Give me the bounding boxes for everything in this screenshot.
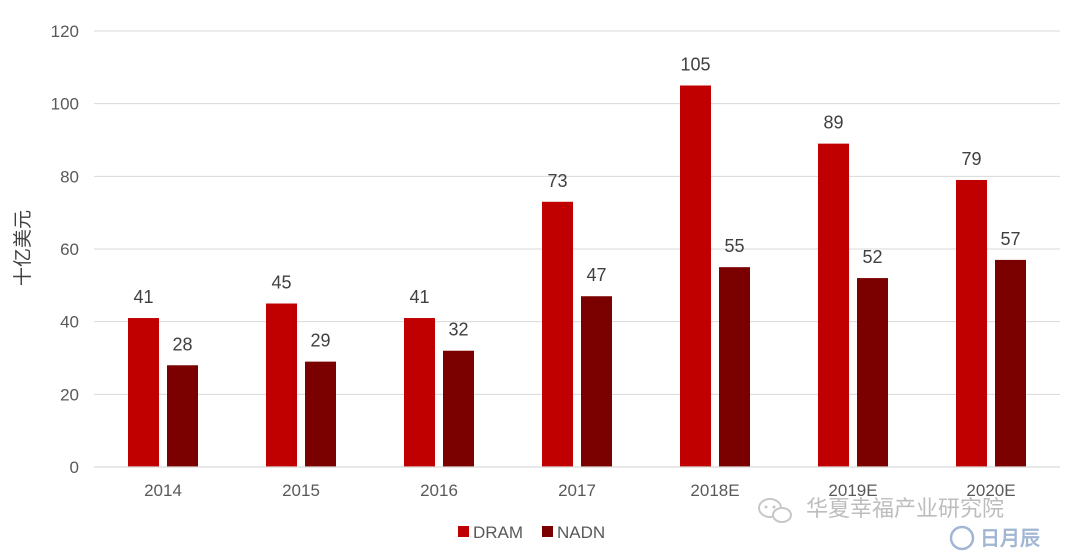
bar-dram-2018e xyxy=(680,85,711,467)
data-label: 47 xyxy=(586,265,606,285)
y-tick-label: 20 xyxy=(60,385,79,404)
x-tick-label: 2014 xyxy=(144,481,182,500)
bar-dram-2014 xyxy=(128,318,159,467)
y-tick-label: 40 xyxy=(60,313,79,332)
x-tick-label: 2020E xyxy=(966,481,1015,500)
y-axis-ticks: 0 20 40 60 80 100 120 xyxy=(51,22,79,477)
watermark-secondary-text: 日月辰 xyxy=(980,528,1041,550)
bar-nadn-2015 xyxy=(305,361,336,467)
legend-label-dram: DRAM xyxy=(473,523,523,542)
data-label: 89 xyxy=(823,113,843,133)
data-labels: 41 28 45 29 41 32 73 47 105 55 89 52 79 57 xyxy=(133,55,1020,355)
bar-nadn-2020e xyxy=(995,259,1026,467)
bar-nadn-2019e xyxy=(857,278,888,467)
legend-swatch-nadn xyxy=(542,526,553,537)
bar-nadn-2014 xyxy=(167,365,198,467)
x-tick-label: 2017 xyxy=(558,481,596,500)
bar-nadn-2018e xyxy=(719,267,750,467)
data-label: 41 xyxy=(409,287,429,307)
y-tick-label: 60 xyxy=(60,240,79,259)
x-axis-ticks: 2014 2015 2016 2017 2018E 2019E 2020E xyxy=(144,481,1016,500)
watermark-logo-icon xyxy=(949,525,975,551)
bar-dram-2016 xyxy=(404,318,435,467)
x-tick-label: 2016 xyxy=(420,481,458,500)
x-tick-label: 2018E xyxy=(690,481,739,500)
data-label: 32 xyxy=(448,320,468,340)
wechat-icon xyxy=(758,498,792,523)
bar-dram-2019e xyxy=(818,143,849,467)
data-label: 28 xyxy=(172,334,192,354)
bar-dram-2015 xyxy=(266,303,297,467)
y-tick-label: 0 xyxy=(70,458,79,477)
legend: DRAM NADN xyxy=(458,523,605,542)
legend-label-nadn: NADN xyxy=(557,523,605,542)
bar-dram-2020e xyxy=(956,179,987,467)
gridlines xyxy=(94,30,1060,395)
data-label: 52 xyxy=(862,247,882,267)
data-label: 29 xyxy=(310,331,330,351)
data-label: 73 xyxy=(547,171,567,191)
data-label: 45 xyxy=(271,273,291,293)
y-tick-label: 100 xyxy=(51,95,79,114)
y-tick-label: 120 xyxy=(51,22,79,41)
data-label: 41 xyxy=(133,287,153,307)
watermark-text: 华夏幸福产业研究院 xyxy=(806,496,1004,521)
bars xyxy=(128,85,1026,467)
legend-swatch-dram xyxy=(458,526,469,537)
data-label: 105 xyxy=(680,55,710,75)
x-tick-label: 2015 xyxy=(282,481,320,500)
x-tick-label: 2019E xyxy=(828,481,877,500)
watermark: 华夏幸福产业研究院 日月辰 xyxy=(758,496,1041,551)
data-label: 57 xyxy=(1000,229,1020,249)
bar-dram-2017 xyxy=(542,201,573,467)
data-label: 55 xyxy=(724,236,744,256)
bar-nadn-2017 xyxy=(581,296,612,467)
y-tick-label: 80 xyxy=(60,167,79,186)
bar-nadn-2016 xyxy=(443,350,474,467)
y-axis-label: 十亿美元 xyxy=(12,210,34,286)
data-label: 79 xyxy=(961,149,981,169)
